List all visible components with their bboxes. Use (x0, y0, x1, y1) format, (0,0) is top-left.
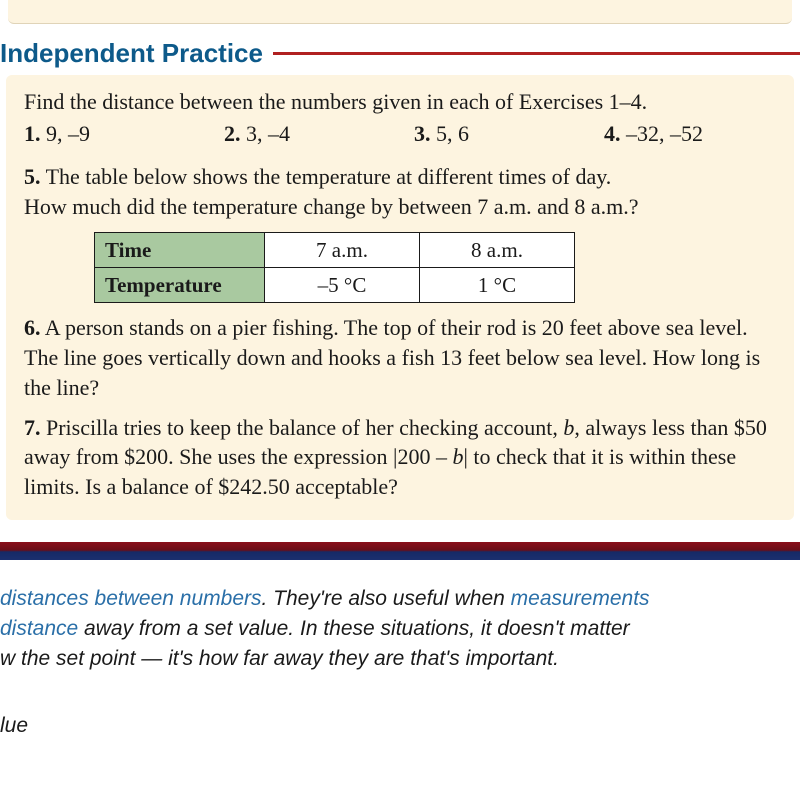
question-6: 6. A person stands on a pier fishing. Th… (24, 313, 778, 402)
footer-em-1: distances between numbers (0, 587, 262, 610)
footer-em-3: distance (0, 617, 78, 640)
footer-t5: away from a set value. In these situatio… (78, 617, 629, 640)
table-hdr-temp: Temperature (95, 268, 265, 303)
table-cell: 7 a.m. (265, 232, 420, 267)
temperature-table-wrap: Time 7 a.m. 8 a.m. Temperature –5 °C 1 °… (24, 232, 778, 304)
table-cell: 8 a.m. (420, 232, 575, 267)
table-row: Temperature –5 °C 1 °C (95, 268, 575, 303)
q7-var2: b (452, 444, 463, 469)
table-hdr-time: Time (95, 232, 265, 267)
footer-text: distances between numbers. They're also … (0, 560, 800, 742)
q7-var: b (563, 415, 574, 440)
ex2-val: 3, –4 (246, 121, 290, 146)
table-cell: –5 °C (265, 268, 420, 303)
table-cell: 1 °C (420, 268, 575, 303)
ex3-val: 5, 6 (436, 121, 469, 146)
footer-t2: . They're also useful when (262, 587, 511, 610)
ex1-num: 1. (24, 121, 41, 146)
footer-line-2: distance away from a set value. In these… (0, 614, 794, 644)
header-rule (273, 52, 800, 55)
footer-line-4: lue (0, 711, 794, 741)
exercise-3: 3. 5, 6 (414, 119, 604, 149)
q5-line2: How much did the temperature change by b… (24, 194, 639, 219)
ex2-num: 2. (224, 121, 241, 146)
q5-num: 5. (24, 164, 41, 189)
footer-line-1: distances between numbers. They're also … (0, 584, 794, 614)
table-row: Time 7 a.m. 8 a.m. (95, 232, 575, 267)
practice-box: Find the distance between the numbers gi… (6, 75, 794, 520)
q7-p1: Priscilla tries to keep the balance of h… (41, 415, 564, 440)
q5-line1: The table below shows the temperature at… (41, 164, 612, 189)
q7-num: 7. (24, 415, 41, 440)
section-header: Independent Practice (0, 38, 800, 69)
q6-num: 6. (24, 315, 41, 340)
ex3-num: 3. (414, 121, 431, 146)
footer-em-2: measurements (511, 587, 650, 610)
exercise-4: 4. –32, –52 (604, 119, 703, 149)
footer-line-3: w the set point — it's how far away they… (0, 644, 794, 674)
top-edge-strip (8, 0, 792, 24)
ex1-val: 9, –9 (46, 121, 90, 146)
temperature-table: Time 7 a.m. 8 a.m. Temperature –5 °C 1 °… (94, 232, 575, 304)
question-7: 7. Priscilla tries to keep the balance o… (24, 413, 778, 502)
question-5: 5. The table below shows the temperature… (24, 162, 778, 221)
section-title: Independent Practice (0, 38, 273, 69)
exercise-1: 1. 9, –9 (24, 119, 224, 149)
divider-bar (0, 542, 800, 560)
intro-text: Find the distance between the numbers gi… (24, 87, 778, 117)
ex4-num: 4. (604, 121, 621, 146)
ex4-val: –32, –52 (626, 121, 703, 146)
q6-text: A person stands on a pier fishing. The t… (24, 315, 760, 399)
exercises-1-4: 1. 9, –9 2. 3, –4 3. 5, 6 4. –32, –52 (24, 119, 778, 149)
exercise-2: 2. 3, –4 (224, 119, 414, 149)
